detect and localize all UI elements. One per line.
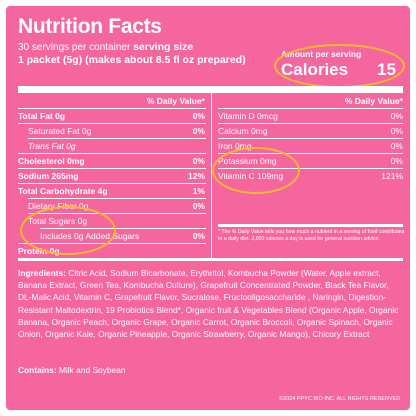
- column-divider: [211, 93, 212, 259]
- left-daily-value-header: % Daily Value*: [146, 96, 205, 106]
- servings-line: 30 servings per container serving size: [18, 42, 193, 53]
- total-fat-row: Total Fat 0g 0%: [18, 109, 205, 123]
- sodium-row: Sodium 265mg 12%: [18, 169, 205, 183]
- cholesterol-row: Cholesterol 0mg 0%: [18, 154, 205, 168]
- row-divider: [218, 153, 403, 154]
- nutrient-label: Vitamin D 0mcg: [218, 111, 278, 121]
- contains-text: Milk and Soybean: [58, 365, 126, 375]
- nutrient-value: 0%: [192, 126, 205, 136]
- row-divider: [18, 108, 206, 109]
- ingredients-text-block: Ingredients: Citric Acid, Sodium Bicarbo…: [18, 267, 403, 340]
- nutrient-value: 0%: [192, 201, 205, 211]
- nutrient-label: Calcium 0mg: [218, 126, 268, 136]
- nutrient-value: 0%: [390, 141, 403, 151]
- nutrient-value: 1%: [192, 186, 205, 196]
- protein-row: Protein 0g: [18, 244, 205, 258]
- potassium-vitamin-c-highlight-circle: [212, 147, 300, 194]
- row-divider: [218, 108, 403, 109]
- ingredients-label: Ingredients:: [18, 268, 66, 278]
- serving-size-label: serving size: [133, 41, 194, 53]
- footnote-divider: [218, 224, 403, 227]
- row-divider: [28, 198, 206, 199]
- vitamin-d-row: Vitamin D 0mcg 0%: [218, 109, 403, 123]
- trans-fat-row: Trans Fat 0g: [28, 139, 205, 153]
- ingredients-list: Citric Acid, Sodium Bicarbonate, Erythri…: [18, 268, 399, 340]
- contains-label: Contains:: [18, 365, 57, 375]
- nutrient-value: 0%: [192, 231, 205, 241]
- serving-size-value: 1 packet (5g) (makes about 8.5 fl oz pre…: [18, 54, 246, 66]
- row-divider: [18, 123, 206, 124]
- nutrient-label: Cholesterol 0mg: [18, 156, 85, 166]
- nutrient-label: Protein 0g: [18, 246, 60, 256]
- iron-row: Iron 0mg 0%: [218, 139, 403, 153]
- nutrient-label: Iron 0mg: [218, 141, 252, 151]
- calories-highlight-circle: [274, 44, 405, 88]
- nutrient-value: 0%: [390, 126, 403, 136]
- right-daily-value-header: % Daily Value*: [344, 96, 403, 106]
- total-carbohydrate-row: Total Carbohydrate 4g 1%: [18, 184, 205, 198]
- nutrient-value: 0%: [390, 111, 403, 121]
- row-divider: [18, 243, 206, 244]
- calcium-row: Calcium 0mg 0%: [218, 124, 403, 138]
- allergen-line: Contains: Milk and Soybean: [18, 366, 126, 374]
- table-bottom-divider: [18, 258, 403, 261]
- nutrition-panel: Nutrition Facts 30 servings per containe…: [6, 6, 410, 410]
- row-divider: [218, 138, 403, 139]
- nutrient-label: Total Carbohydrate 4g: [18, 186, 108, 196]
- nutrient-value: 12%: [187, 171, 205, 181]
- row-divider: [218, 123, 403, 124]
- saturated-fat-row: Saturated Fat 0g 0%: [28, 124, 205, 138]
- row-divider: [218, 168, 403, 169]
- nutrient-label: Trans Fat 0g: [28, 141, 76, 151]
- row-divider: [18, 168, 206, 169]
- nutrient-value: 0%: [192, 111, 205, 121]
- nutrition-title: Nutrition Facts: [18, 15, 162, 38]
- row-divider: [40, 228, 206, 229]
- row-divider: [18, 183, 206, 184]
- nutrient-value: 0%: [390, 156, 403, 166]
- servings-per-container: 30 servings per container: [18, 42, 131, 53]
- nutrient-value: 0%: [192, 156, 205, 166]
- sugars-highlight-circle: [20, 206, 116, 255]
- row-divider: [18, 153, 206, 154]
- thick-divider: [18, 86, 403, 93]
- nutrient-label: Total Fat 0g: [18, 111, 66, 121]
- copyright-notice: ©2024 PPYC BIO INC. ALL RIGHTS RESERVED: [279, 396, 401, 402]
- row-divider: [28, 213, 206, 214]
- nutrient-value: 121%: [381, 171, 403, 181]
- daily-value-footnote: * The % Daily Value tells you how much a…: [218, 229, 405, 242]
- nutrient-label: Saturated Fat 0g: [28, 126, 92, 136]
- row-divider: [28, 138, 206, 139]
- nutrient-label: Sodium 265mg: [18, 171, 79, 181]
